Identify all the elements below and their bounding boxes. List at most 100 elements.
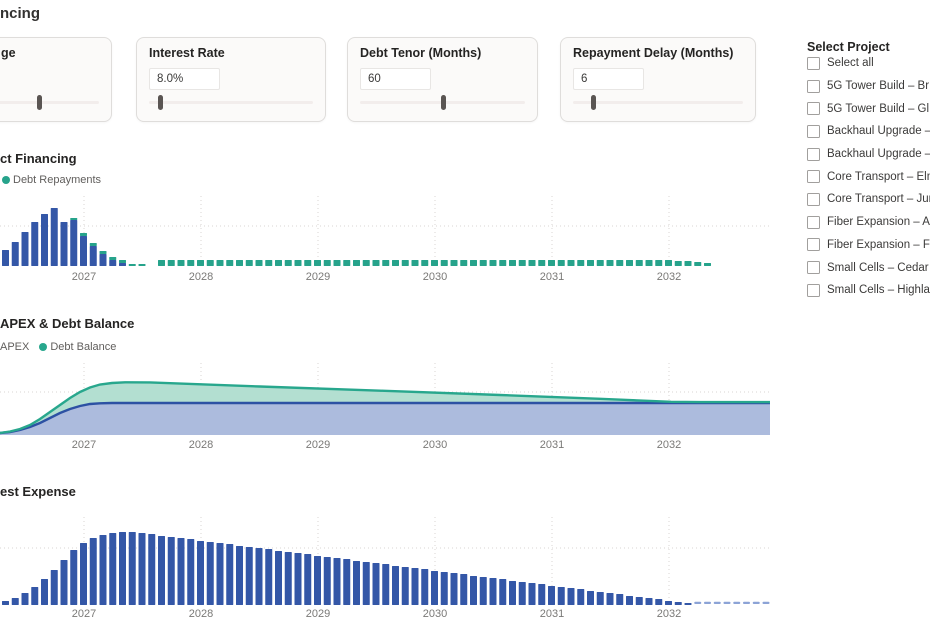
legend-item: APEX [0,341,29,353]
project-filter-header: Select Project [807,40,890,54]
project-option[interactable]: 5G Tower Build – Br [807,75,930,98]
checkbox-icon[interactable] [807,102,820,116]
repayment-delay-input[interactable] [573,68,644,90]
repayment-bar [460,260,468,266]
checkbox-icon[interactable] [807,79,820,93]
repayment-bar [216,260,224,266]
slider-handle[interactable] [158,95,164,110]
repayment-bar [177,260,185,266]
slider-handle[interactable] [591,95,597,110]
checkbox-icon[interactable] [807,261,820,275]
drawdown-bar [89,246,97,266]
interest-expense-bar [50,570,58,605]
capex-debt-balance-chart: 2027 2028 2029 2030 2031 2032 [0,363,770,451]
interest-expense-bar [392,566,399,605]
repayment-bar [314,260,321,266]
interest-expense-bar [128,532,136,605]
repayment-bar [509,260,516,266]
x-tick-label: 2032 [657,439,681,451]
repayment-bar [626,260,633,266]
repayment-bar [538,260,546,266]
drawdown-bar [11,242,19,266]
project-option[interactable]: Small Cells – Cedar [807,256,930,279]
slider-track[interactable] [0,95,99,110]
slider-track[interactable] [573,95,743,110]
interest-expense-bar [294,553,302,605]
interest-expense-bar [275,551,282,605]
interest-expense-bar [665,601,672,605]
project-option-label: Select all [827,57,874,70]
interest-expense-bar [587,591,594,605]
slider-track[interactable] [149,95,313,110]
repayment-bar [616,260,624,266]
repayment-bar [236,260,243,266]
interest-expense-bar [343,559,351,605]
drawdown-bar [80,236,87,266]
repayment-bar [353,260,360,266]
project-option[interactable]: Fiber Expansion – Fa [807,234,930,257]
slider-track[interactable] [360,95,525,110]
debt-tenor-input[interactable] [360,68,431,90]
interest-expense-bar [236,546,243,605]
interest-rate-input[interactable] [149,68,220,90]
drawdown-bar [70,220,78,266]
checkbox-icon[interactable] [807,170,820,184]
interest-expense-bar [138,533,146,605]
project-option[interactable]: Backhaul Upgrade – [807,120,930,143]
project-option[interactable]: Fiber Expansion – Al [807,211,930,234]
project-option-select-all[interactable]: Select all [807,52,930,75]
interest-expense-bar [401,567,409,605]
interest-expense-bar [11,598,19,605]
slider-card-1: ge [0,37,112,122]
interest-expense-bar [177,538,185,605]
slider-handle[interactable] [36,95,42,110]
interest-expense-chart: 2027 2028 2029 2030 2031 2032 [0,517,770,620]
interest-expense-bar [362,562,370,605]
checkbox-icon[interactable] [807,56,820,70]
repayment-bar [226,260,234,266]
debt-balance-line [0,381,770,435]
project-option-label: Fiber Expansion – Fa [827,238,930,251]
x-tick-label: 2031 [540,271,564,283]
chart1-legend: Debt Repayments [0,174,109,186]
project-option-label: Core Transport – Jun [827,193,930,206]
checkbox-icon[interactable] [807,238,820,252]
dash-tail-segment [713,601,721,604]
legend-dot-icon [39,343,48,351]
interest-expense-bar [119,532,126,605]
chart2-title: APEX & Debt Balance [0,316,135,331]
repayment-bar [255,260,263,266]
project-option[interactable]: 5G Tower Build – Gl [807,97,930,120]
repayment-bar [694,262,702,266]
repayment-bar [284,260,292,266]
x-tick-label: 2028 [189,608,213,620]
legend-dot-icon [2,176,10,184]
interest-expense-bar [60,560,68,605]
project-option[interactable]: Small Cells – Highla [807,279,930,302]
interest-expense-bar [577,589,585,605]
interest-expense-bar [616,594,624,605]
repayment-bar [333,260,341,266]
checkbox-icon[interactable] [807,283,820,297]
project-option[interactable]: Core Transport – Elm [807,165,930,188]
checkbox-icon[interactable] [807,192,820,206]
checkbox-icon[interactable] [807,147,820,161]
dash-tail-segment [694,601,702,604]
project-option[interactable]: Backhaul Upgrade – [807,143,930,166]
repayment-bar [567,260,575,266]
interest-expense-bar [567,588,575,605]
project-option[interactable]: Core Transport – Jun [807,188,930,211]
drawdown-bar [50,208,58,266]
interest-expense-bar [635,597,643,605]
drawdown-bar [2,250,9,266]
legend-label: APEX [0,341,30,353]
repayment-bar [362,260,370,266]
interest-expense-bar [197,541,204,605]
repayment-bar [479,260,487,266]
checkbox-icon[interactable] [807,124,820,138]
repayment-bar [489,260,497,266]
checkbox-icon[interactable] [807,215,820,229]
interest-expense-bar [323,557,331,605]
slider-handle[interactable] [440,95,446,110]
interest-expense-bar [158,536,165,605]
